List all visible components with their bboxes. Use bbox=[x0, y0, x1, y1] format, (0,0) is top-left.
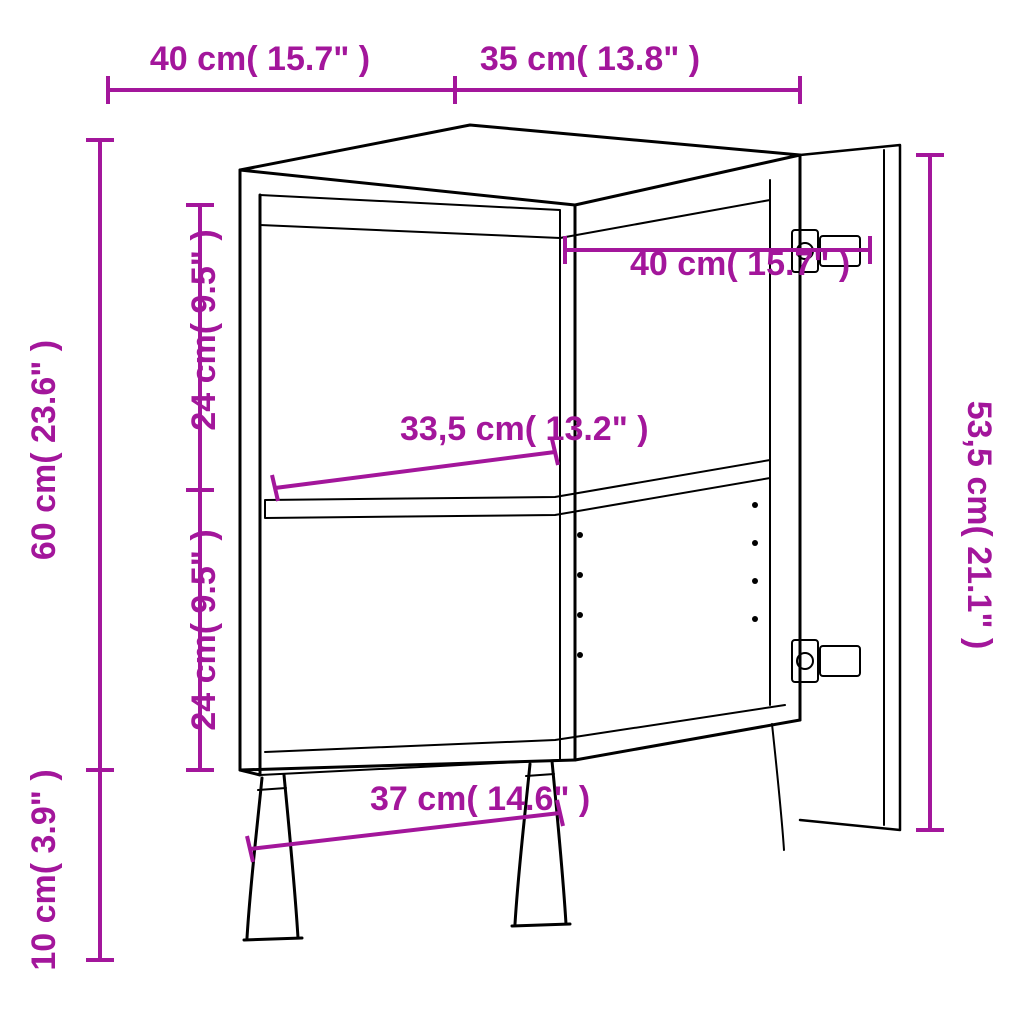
dimension-label: 10 cm( 3.9" ) bbox=[25, 769, 63, 970]
dimension-line bbox=[272, 439, 558, 501]
dimension-label: 35 cm( 13.8" ) bbox=[480, 40, 700, 78]
dimension-label: 40 cm( 15.7" ) bbox=[150, 40, 370, 78]
dimension-label: 37 cm( 14.6" ) bbox=[370, 780, 590, 818]
dimension-label: 40 cm( 15.7" ) bbox=[630, 245, 850, 283]
dimension-line bbox=[108, 76, 455, 104]
dimension-line bbox=[86, 770, 114, 960]
dimension-label: 33,5 cm( 13.2" ) bbox=[400, 410, 649, 448]
dimension-line bbox=[916, 155, 944, 830]
dimension-label: 53,5 cm( 21.1" ) bbox=[960, 401, 998, 650]
dimension-label: 24 cm( 9.5" ) bbox=[185, 529, 223, 730]
dimension-label: 24 cm( 9.5" ) bbox=[185, 229, 223, 430]
dimension-label: 60 cm( 23.6" ) bbox=[25, 340, 63, 560]
dimension-line bbox=[86, 140, 114, 770]
dimension-line bbox=[455, 76, 800, 104]
